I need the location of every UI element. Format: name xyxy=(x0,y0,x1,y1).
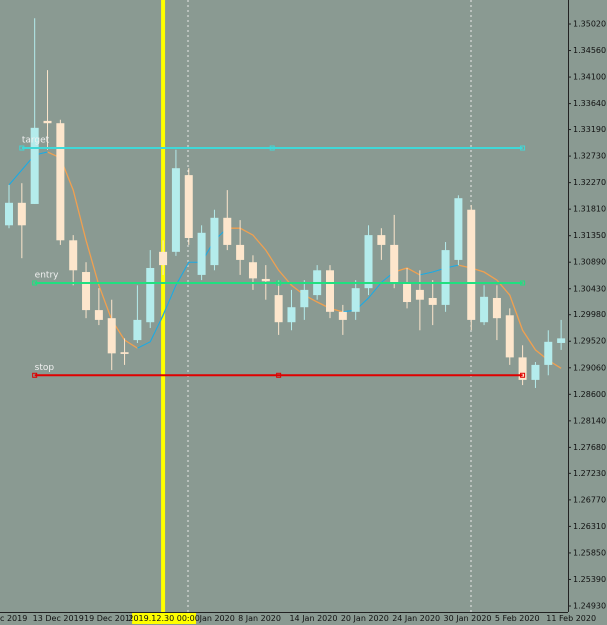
x-tick-label: 11 Feb 2020 xyxy=(546,614,596,623)
candle-body xyxy=(171,168,180,252)
x-tick-label: 19 Dec 2019 xyxy=(84,614,135,623)
x-tick-label: c 2019 xyxy=(0,614,27,623)
crosshair-label: 2019.12.30 00:00 xyxy=(128,614,199,623)
y-tick-label: 1.29980 xyxy=(573,310,606,319)
y-tick-label: 1.25390 xyxy=(573,575,606,584)
candle-body xyxy=(557,338,566,343)
candle-body xyxy=(480,296,489,323)
y-tick-label: 1.28600 xyxy=(573,390,606,399)
y-tick-label: 1.25850 xyxy=(573,548,606,557)
y-tick-label: 1.34560 xyxy=(573,46,606,55)
level-handle xyxy=(32,280,38,286)
candle-body xyxy=(338,311,347,320)
level-handle xyxy=(32,372,38,378)
y-tick-label: 1.32270 xyxy=(573,178,606,187)
candle-body xyxy=(544,341,553,365)
candle-body xyxy=(197,232,206,275)
y-tick-label: 1.30890 xyxy=(573,258,606,267)
candle-body xyxy=(505,315,514,358)
candle-body xyxy=(467,209,476,320)
x-tick-label: Jan 2020 xyxy=(199,614,235,623)
candle-body xyxy=(390,244,399,283)
ma-line xyxy=(8,151,562,369)
y-tick-label: 1.29060 xyxy=(573,363,606,372)
candle-body xyxy=(492,297,501,319)
x-tick-label: 24 Jan 2020 xyxy=(392,614,440,623)
candle-body xyxy=(94,310,103,320)
candle-body xyxy=(326,270,334,312)
level-handle xyxy=(269,145,275,151)
candle-body xyxy=(133,319,142,341)
y-tick-label: 1.26310 xyxy=(573,522,606,531)
x-tick-label: 30 Jan 2020 xyxy=(444,614,492,623)
candle-body xyxy=(351,288,360,312)
candle-body xyxy=(56,123,65,241)
candle-body xyxy=(287,307,296,323)
y-tick-label: 1.26770 xyxy=(573,495,606,504)
candle-body xyxy=(184,175,193,238)
candle-body xyxy=(415,289,424,300)
candle-body xyxy=(518,357,527,380)
level-label: entry xyxy=(35,270,59,280)
crosshair-label-bg xyxy=(132,613,197,624)
y-tick-label: 1.27680 xyxy=(573,443,606,452)
level-label: target xyxy=(22,136,50,146)
candle-body xyxy=(274,295,283,323)
x-tick-label: 5 Feb 2020 xyxy=(495,614,540,623)
y-tick-label: 1.29520 xyxy=(573,337,606,346)
x-tick-label: 20 Jan 2020 xyxy=(341,614,389,623)
y-tick-label: 1.31350 xyxy=(573,231,606,240)
y-tick-label: 1.34100 xyxy=(573,73,606,82)
y-tick-label: 1.35020 xyxy=(573,19,606,28)
y-tick-label: 1.24930 xyxy=(573,602,606,611)
candle-body xyxy=(248,262,257,279)
level-label: stop xyxy=(35,363,55,373)
y-tick-label: 1.33640 xyxy=(573,99,606,108)
level-handle xyxy=(19,145,25,151)
candle-body xyxy=(30,127,39,204)
level-handle xyxy=(520,280,526,286)
candle-body xyxy=(364,235,373,289)
candle-body xyxy=(43,120,52,124)
level-handle xyxy=(520,372,526,378)
candle-body xyxy=(300,289,309,308)
level-handle xyxy=(520,145,526,151)
y-tick-label: 1.28140 xyxy=(573,416,606,425)
level-handle xyxy=(276,372,282,378)
candle-body xyxy=(454,198,463,260)
candle-body xyxy=(261,278,270,282)
y-tick-label: 1.31810 xyxy=(573,205,606,214)
candle-body xyxy=(531,364,540,380)
y-tick-label: 1.32730 xyxy=(573,152,606,161)
candle-body xyxy=(107,318,116,354)
candle-body xyxy=(82,272,91,311)
candle-body xyxy=(159,251,168,266)
candle-body xyxy=(428,297,437,305)
candle-body xyxy=(17,202,26,226)
candle-body xyxy=(120,352,129,354)
candle-body xyxy=(223,217,232,245)
candle-body xyxy=(210,217,219,266)
ma-line xyxy=(8,151,459,349)
y-tick-label: 1.27230 xyxy=(573,469,606,478)
y-tick-label: 1.30430 xyxy=(573,284,606,293)
candle-body xyxy=(69,240,78,271)
x-tick-label: 14 Jan 2020 xyxy=(289,614,337,623)
candle-body xyxy=(5,202,13,226)
y-tick-label: 1.33190 xyxy=(573,125,606,134)
level-handle xyxy=(276,280,282,286)
candle-body xyxy=(146,267,155,323)
candle-body xyxy=(377,235,386,245)
candle-body xyxy=(236,244,245,260)
x-tick-label: 8 Jan 2020 xyxy=(238,614,281,623)
candle-body xyxy=(403,282,412,303)
crosshair-line xyxy=(161,0,166,612)
candle-body xyxy=(441,250,450,305)
x-tick-label: 13 Dec 2019 xyxy=(33,614,84,623)
